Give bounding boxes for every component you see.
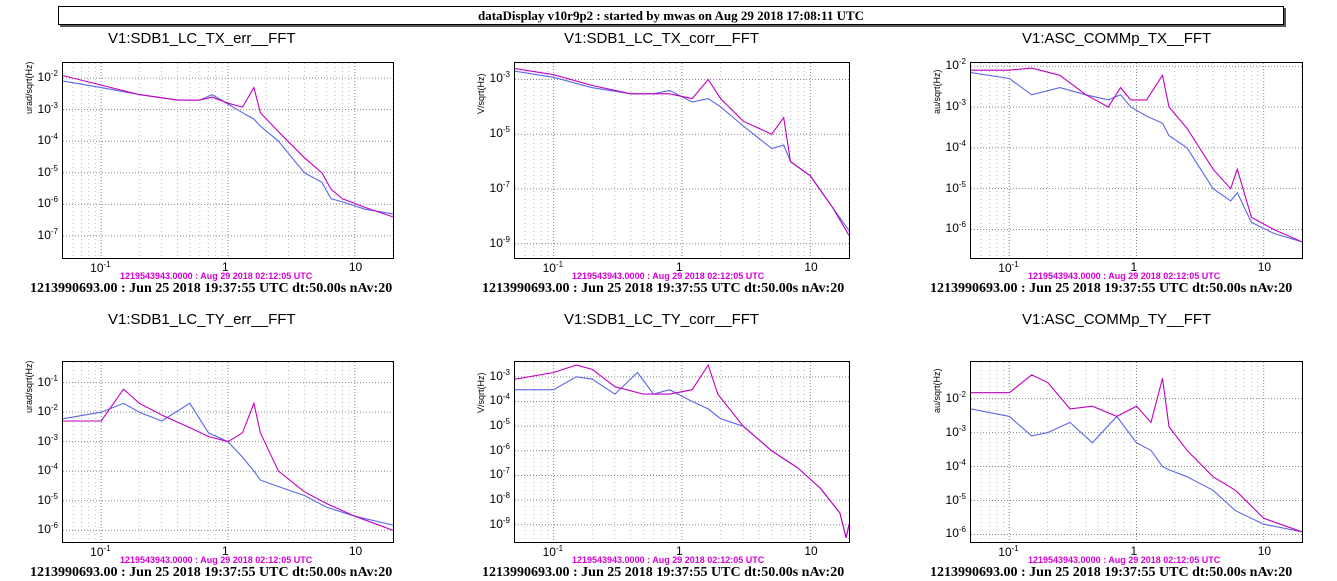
plot-area[interactable]: [970, 361, 1303, 543]
x-tick-label: 1: [1130, 544, 1138, 558]
x-tick-label: 1: [1130, 260, 1138, 274]
y-tick-label: 10-3: [489, 367, 510, 383]
y-tick-label: 10-4: [945, 138, 966, 154]
y-tick-label: 10-2: [945, 57, 966, 73]
x-tick-label: 10-1: [542, 260, 564, 275]
x-tick-label: 10: [1257, 544, 1272, 558]
acquisition-footer: 1213990693.00 : Jun 25 2018 19:37:55 UTC…: [30, 281, 393, 296]
spectrum-svg: [62, 362, 394, 542]
x-tick-label: 10: [348, 544, 363, 558]
chart-title: V1:ASC_COMMp_TX__FFT: [1022, 30, 1212, 47]
y-tick-label: 10-6: [37, 195, 58, 211]
fft-panel: V1:SDB1_LC_TY_err__FFT urad/sqrt(Hz) 10-6 1…: [20, 281, 440, 580]
y-tick-label: 10-6: [945, 220, 966, 236]
spectrum-svg: [62, 63, 394, 258]
plot-area[interactable]: [970, 62, 1303, 259]
reference-timestamp: 1219543943.0000 : Aug 29 2018 02:12:05 U…: [572, 271, 765, 281]
x-tick-label: 10: [348, 260, 363, 274]
reference-timestamp: 1219543943.0000 : Aug 29 2018 02:12:05 U…: [120, 271, 313, 281]
spectrum-svg: [970, 63, 1303, 258]
y-tick-label: 10-4: [945, 457, 966, 473]
fft-panel: V1:ASC_COMMp_TY__FFT au/sqrt(Hz) 10-6 10-5 1…: [918, 281, 1337, 580]
x-tick-label: 10: [1257, 260, 1272, 274]
y-tick-label: 10-5: [489, 125, 510, 141]
fft-panel: V1:SDB1_LC_TX_err__FFT urad/sqrt(Hz) 10-7 1…: [20, 0, 440, 296]
y-tick-label: 10-2: [945, 389, 966, 405]
spectrum-svg: [970, 362, 1303, 542]
reference-spectrum-line: [62, 402, 394, 526]
fft-panel: V1:SDB1_LC_TX_corr__FFT V/sqrt(Hz) 10-9 10-…: [472, 0, 892, 296]
reference-timestamp: 1219543943.0000 : Aug 29 2018 02:12:05 U…: [120, 555, 313, 565]
reference-timestamp: 1219543943.0000 : Aug 29 2018 02:12:05 U…: [1028, 555, 1221, 565]
y-tick-label: 10-5: [945, 179, 966, 195]
chart-title: V1:SDB1_LC_TX_corr__FFT: [564, 30, 760, 47]
plot-area[interactable]: [62, 62, 394, 259]
display-banner: dataDisplay v10r9p2 : started by mwas on…: [58, 6, 1284, 25]
x-tick-label: 10-1: [542, 544, 564, 559]
y-tick-label: 10-7: [489, 466, 510, 482]
chart-title: V1:SDB1_LC_TY_corr__FFT: [564, 311, 760, 328]
reference-spectrum-line: [970, 72, 1303, 243]
x-tick-label: 10-1: [90, 544, 111, 559]
y-tick-label: 10-6: [489, 441, 510, 457]
x-tick-label: 1: [676, 544, 683, 558]
reference-spectrum-line: [970, 408, 1303, 533]
current-spectrum-line: [514, 363, 850, 538]
y-tick-label: 10-3: [37, 100, 58, 116]
plot-area[interactable]: [62, 361, 394, 543]
current-spectrum-line: [971, 374, 1303, 533]
x-tick-label: 10-1: [998, 544, 1019, 559]
current-spectrum-line: [63, 388, 394, 531]
y-tick-label: 10-2: [37, 403, 58, 419]
y-tick-label: 10-3: [37, 432, 58, 448]
reference-timestamp: 1219543943.0000 : Aug 29 2018 02:12:05 U…: [572, 555, 765, 565]
spectrum-svg: [514, 63, 850, 258]
y-tick-label: 10-5: [37, 491, 58, 507]
y-tick-label: 10-2: [37, 69, 58, 85]
acquisition-footer: 1213990693.00 : Jun 25 2018 19:37:55 UTC…: [930, 565, 1293, 580]
y-tick-label: 10-4: [37, 132, 58, 148]
x-tick-label: 10-1: [998, 260, 1019, 275]
spectrum-svg: [514, 362, 850, 542]
current-spectrum-line: [62, 75, 394, 218]
reference-timestamp: 1219543943.0000 : Aug 29 2018 02:12:05 U…: [1028, 271, 1221, 281]
chart-title: V1:SDB1_LC_TX_err__FFT: [108, 30, 296, 47]
y-tick-label: 10-3: [489, 70, 510, 86]
acquisition-footer: 1213990693.00 : Jun 25 2018 19:37:55 UTC…: [482, 281, 845, 296]
y-tick-label: 10-5: [945, 491, 966, 507]
plot-area[interactable]: [514, 361, 850, 543]
chart-title: V1:ASC_COMMp_TY__FFT: [1022, 311, 1212, 328]
x-tick-label: 1: [222, 260, 229, 274]
current-spectrum-line: [971, 67, 1303, 243]
y-tick-label: 10-7: [37, 226, 58, 242]
acquisition-footer: 1213990693.00 : Jun 25 2018 19:37:55 UTC…: [930, 281, 1293, 296]
y-tick-label: 10-6: [945, 525, 966, 541]
y-tick-label: 10-9: [489, 515, 510, 531]
fft-panel: V1:SDB1_LC_TY_corr__FFT V/sqrt(Hz) 10-9 10-…: [472, 281, 892, 580]
y-tick-label: 10-6: [37, 521, 58, 537]
acquisition-footer: 1213990693.00 : Jun 25 2018 19:37:55 UTC…: [30, 565, 393, 580]
y-tick-label: 10-3: [945, 423, 966, 439]
y-tick-label: 10-5: [489, 417, 510, 433]
y-tick-label: 10-8: [489, 491, 510, 507]
y-tick-label: 10-7: [489, 179, 510, 195]
x-tick-label: 10: [804, 544, 818, 558]
current-spectrum-line: [514, 68, 850, 236]
y-tick-label: 10-9: [489, 234, 510, 250]
y-tick-label: 10-4: [37, 462, 58, 478]
y-tick-label: 10-3: [945, 98, 966, 114]
x-tick-label: 10: [804, 260, 818, 274]
y-tick-label: 10-1: [37, 373, 58, 389]
fft-panel: V1:ASC_COMMp_TX__FFT au/sqrt(Hz) 10-6 10-5 1…: [918, 0, 1337, 296]
x-tick-label: 1: [676, 260, 683, 274]
x-tick-label: 1: [222, 544, 229, 558]
plot-area[interactable]: [514, 62, 850, 259]
acquisition-footer: 1213990693.00 : Jun 25 2018 19:37:55 UTC…: [482, 565, 845, 580]
chart-title: V1:SDB1_LC_TY_err__FFT: [108, 311, 296, 328]
y-tick-label: 10-5: [37, 163, 58, 179]
x-tick-label: 10-1: [90, 260, 111, 275]
y-tick-label: 10-4: [489, 392, 510, 408]
